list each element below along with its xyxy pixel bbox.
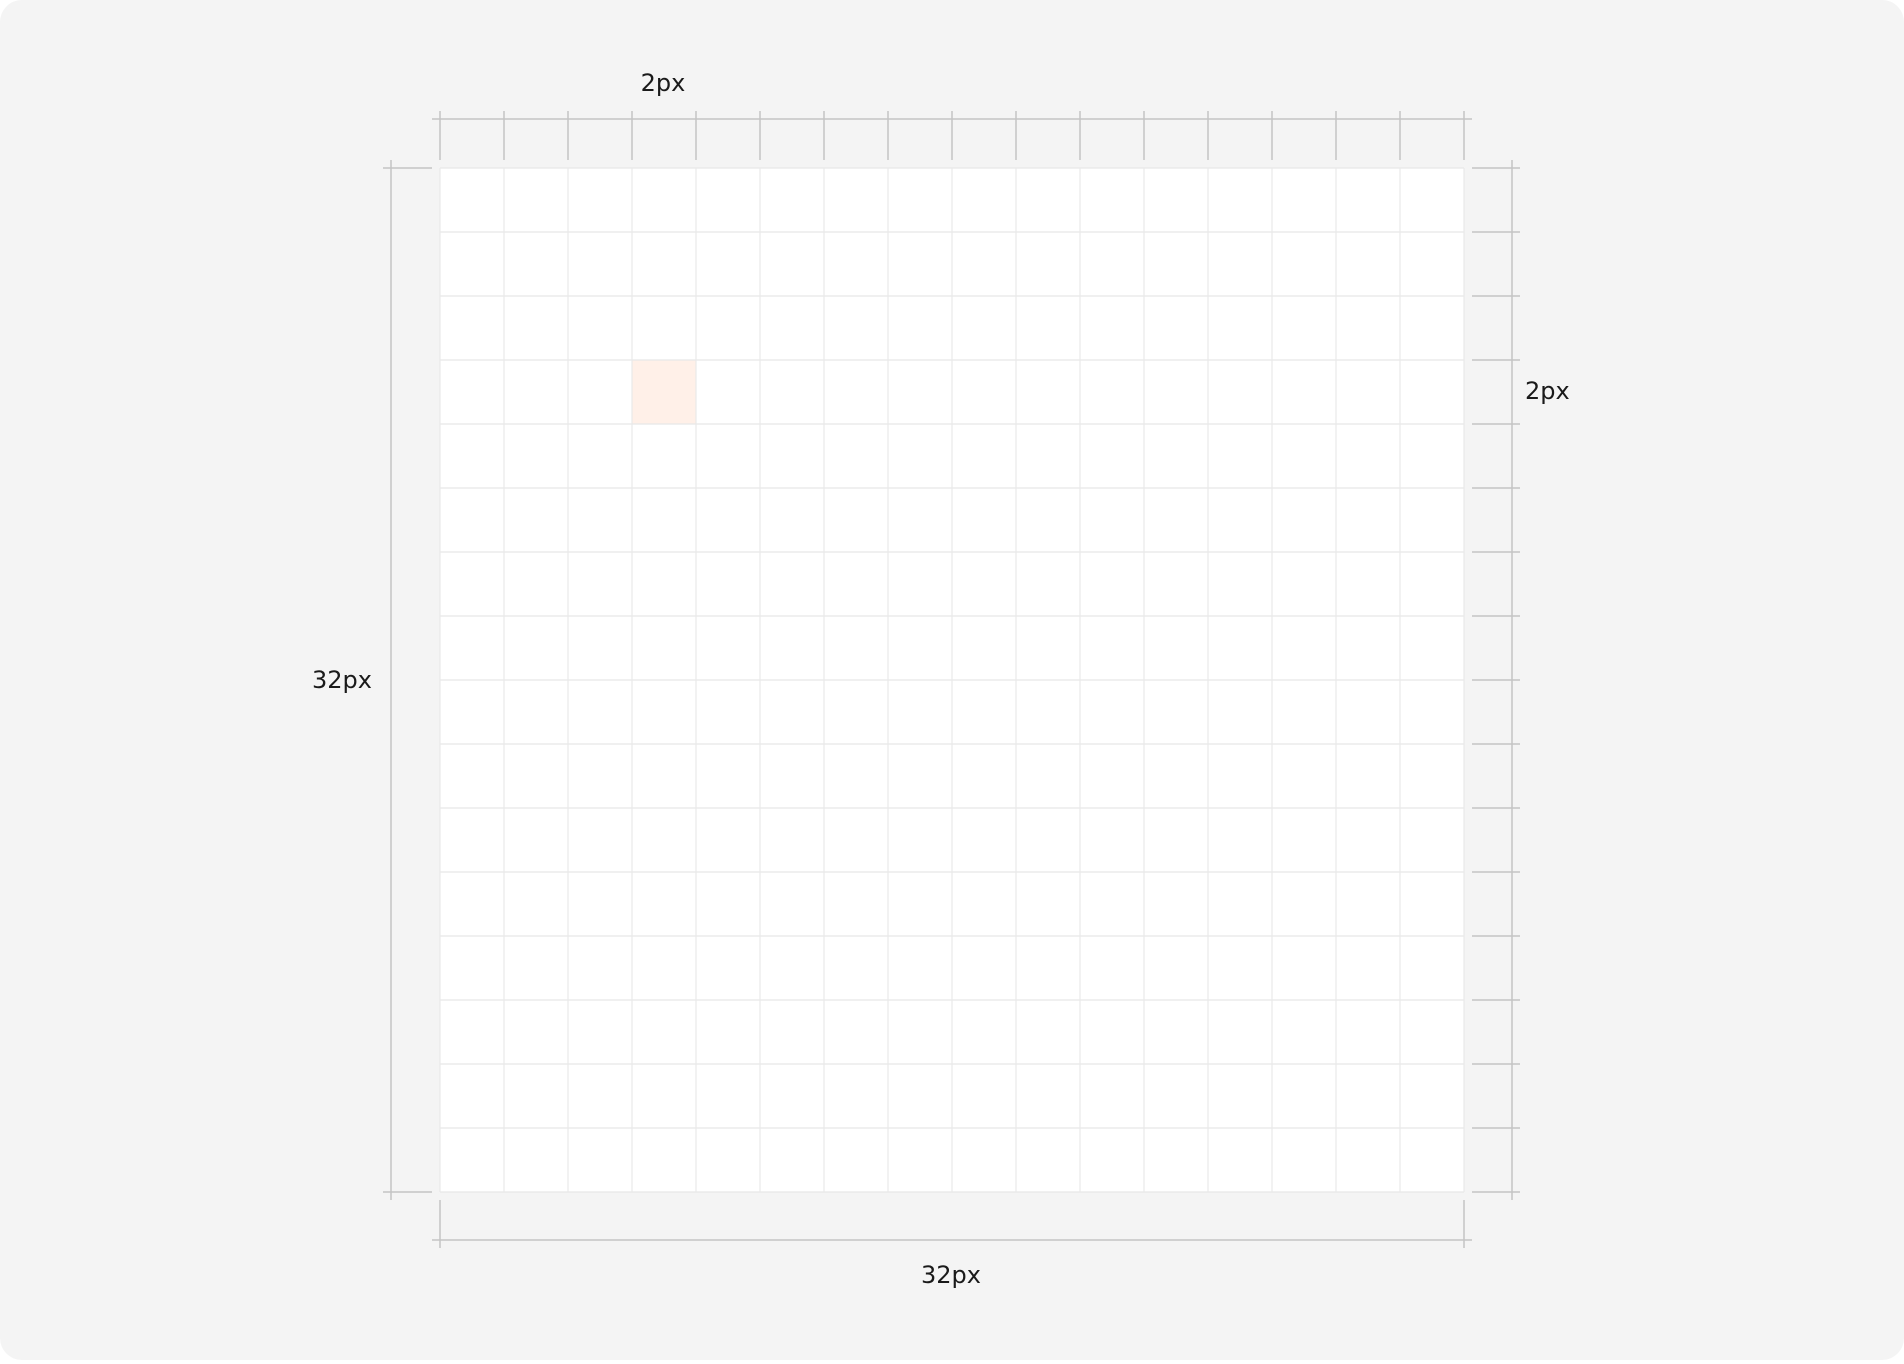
bottom-label: 32px — [921, 1261, 981, 1289]
left-label: 32px — [312, 666, 372, 694]
pixel-grid — [439, 167, 1465, 1193]
rulers — [383, 111, 1520, 1248]
highlighted-pixel — [631, 359, 697, 425]
right-label: 2px — [1525, 377, 1570, 405]
top-label: 2px — [641, 69, 686, 97]
